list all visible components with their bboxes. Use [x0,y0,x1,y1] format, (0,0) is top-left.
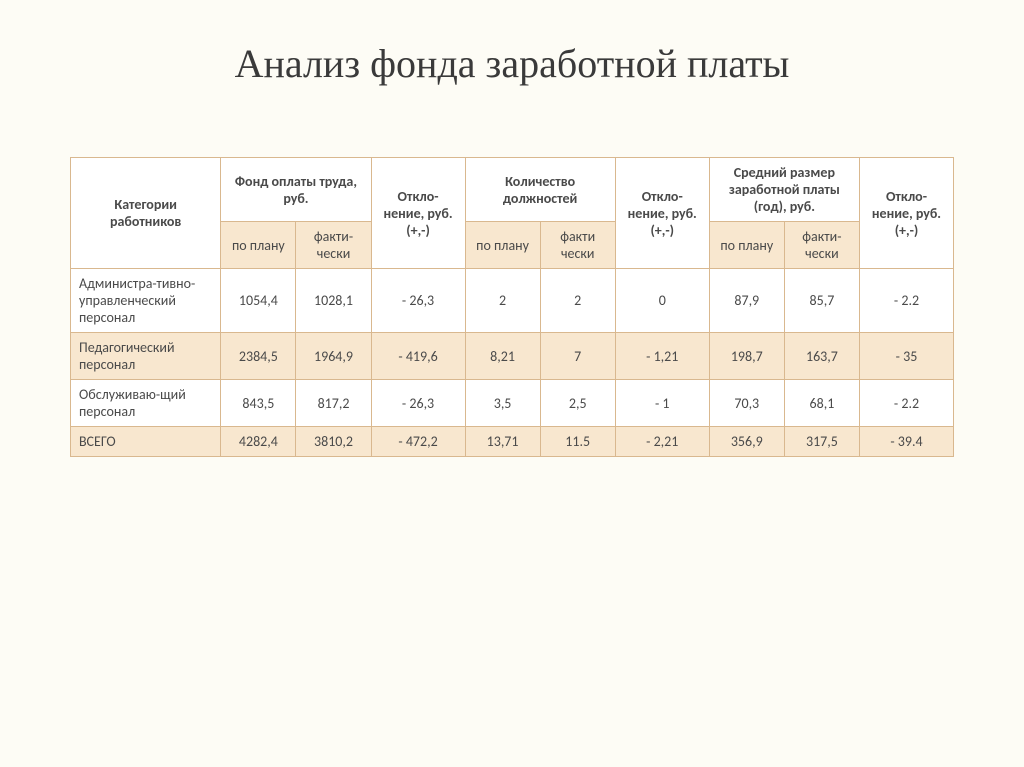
th-fact-3: факти-чески [784,222,859,269]
cell: 87,9 [709,269,784,333]
th-fund: Фонд оплаты труда, руб. [221,158,371,222]
cell: - 26,3 [371,380,465,427]
cell: 70,3 [709,380,784,427]
cell: 2,5 [540,380,615,427]
cell: 317,5 [784,427,859,457]
cell-label: Педагогический персонал [71,333,221,380]
cell: - 2,21 [615,427,709,457]
cell: 4282,4 [221,427,296,457]
cell: 2384,5 [221,333,296,380]
table-row: Педагогический персонал 2384,5 1964,9 - … [71,333,954,380]
cell: 11.5 [540,427,615,457]
cell: 817,2 [296,380,371,427]
cell-label: ВСЕГО [71,427,221,457]
th-category: Категории работников [71,158,221,269]
cell: 1028,1 [296,269,371,333]
cell: - 2.2 [859,269,953,333]
th-dev3: Откло-нение, руб. (+,-) [859,158,953,269]
th-avg-salary: Средний размер заработной платы (год), р… [709,158,859,222]
cell: 2 [465,269,540,333]
table-row: Администра-тивно-управленческий персонал… [71,269,954,333]
header-row-1: Категории работников Фонд оплаты труда, … [71,158,954,222]
cell: 1964,9 [296,333,371,380]
th-dev2: Откло-нение, руб. (+,-) [615,158,709,269]
cell: 0 [615,269,709,333]
th-plan-2: по плану [465,222,540,269]
cell: 356,9 [709,427,784,457]
cell: 7 [540,333,615,380]
cell: 843,5 [221,380,296,427]
table-row-total: ВСЕГО 4282,4 3810,2 - 472,2 13,71 11.5 -… [71,427,954,457]
cell: - 2.2 [859,380,953,427]
th-fact-1: факти-чески [296,222,371,269]
th-fact-2: факти чески [540,222,615,269]
cell: 85,7 [784,269,859,333]
cell: 68,1 [784,380,859,427]
cell: - 472,2 [371,427,465,457]
cell: - 35 [859,333,953,380]
cell: 13,71 [465,427,540,457]
page-title: Анализ фонда заработной платы [70,40,954,87]
cell: 8,21 [465,333,540,380]
cell: 3810,2 [296,427,371,457]
cell-label: Обслуживаю-щий персонал [71,380,221,427]
cell-label: Администра-тивно-управленческий персонал [71,269,221,333]
wage-table: Категории работников Фонд оплаты труда, … [70,157,954,457]
cell: - 419,6 [371,333,465,380]
cell: - 26,3 [371,269,465,333]
cell: 163,7 [784,333,859,380]
table-body: Администра-тивно-управленческий персонал… [71,269,954,457]
th-plan-3: по плану [709,222,784,269]
th-positions: Количество должностей [465,158,615,222]
cell: - 39.4 [859,427,953,457]
slide: Анализ фонда заработной платы Категории … [0,0,1024,767]
cell: 1054,4 [221,269,296,333]
cell: 2 [540,269,615,333]
cell: - 1 [615,380,709,427]
cell: - 1,21 [615,333,709,380]
cell: 198,7 [709,333,784,380]
th-dev1: Откло-нение, руб. (+,-) [371,158,465,269]
cell: 3,5 [465,380,540,427]
table-row: Обслуживаю-щий персонал 843,5 817,2 - 26… [71,380,954,427]
th-plan-1: по плану [221,222,296,269]
